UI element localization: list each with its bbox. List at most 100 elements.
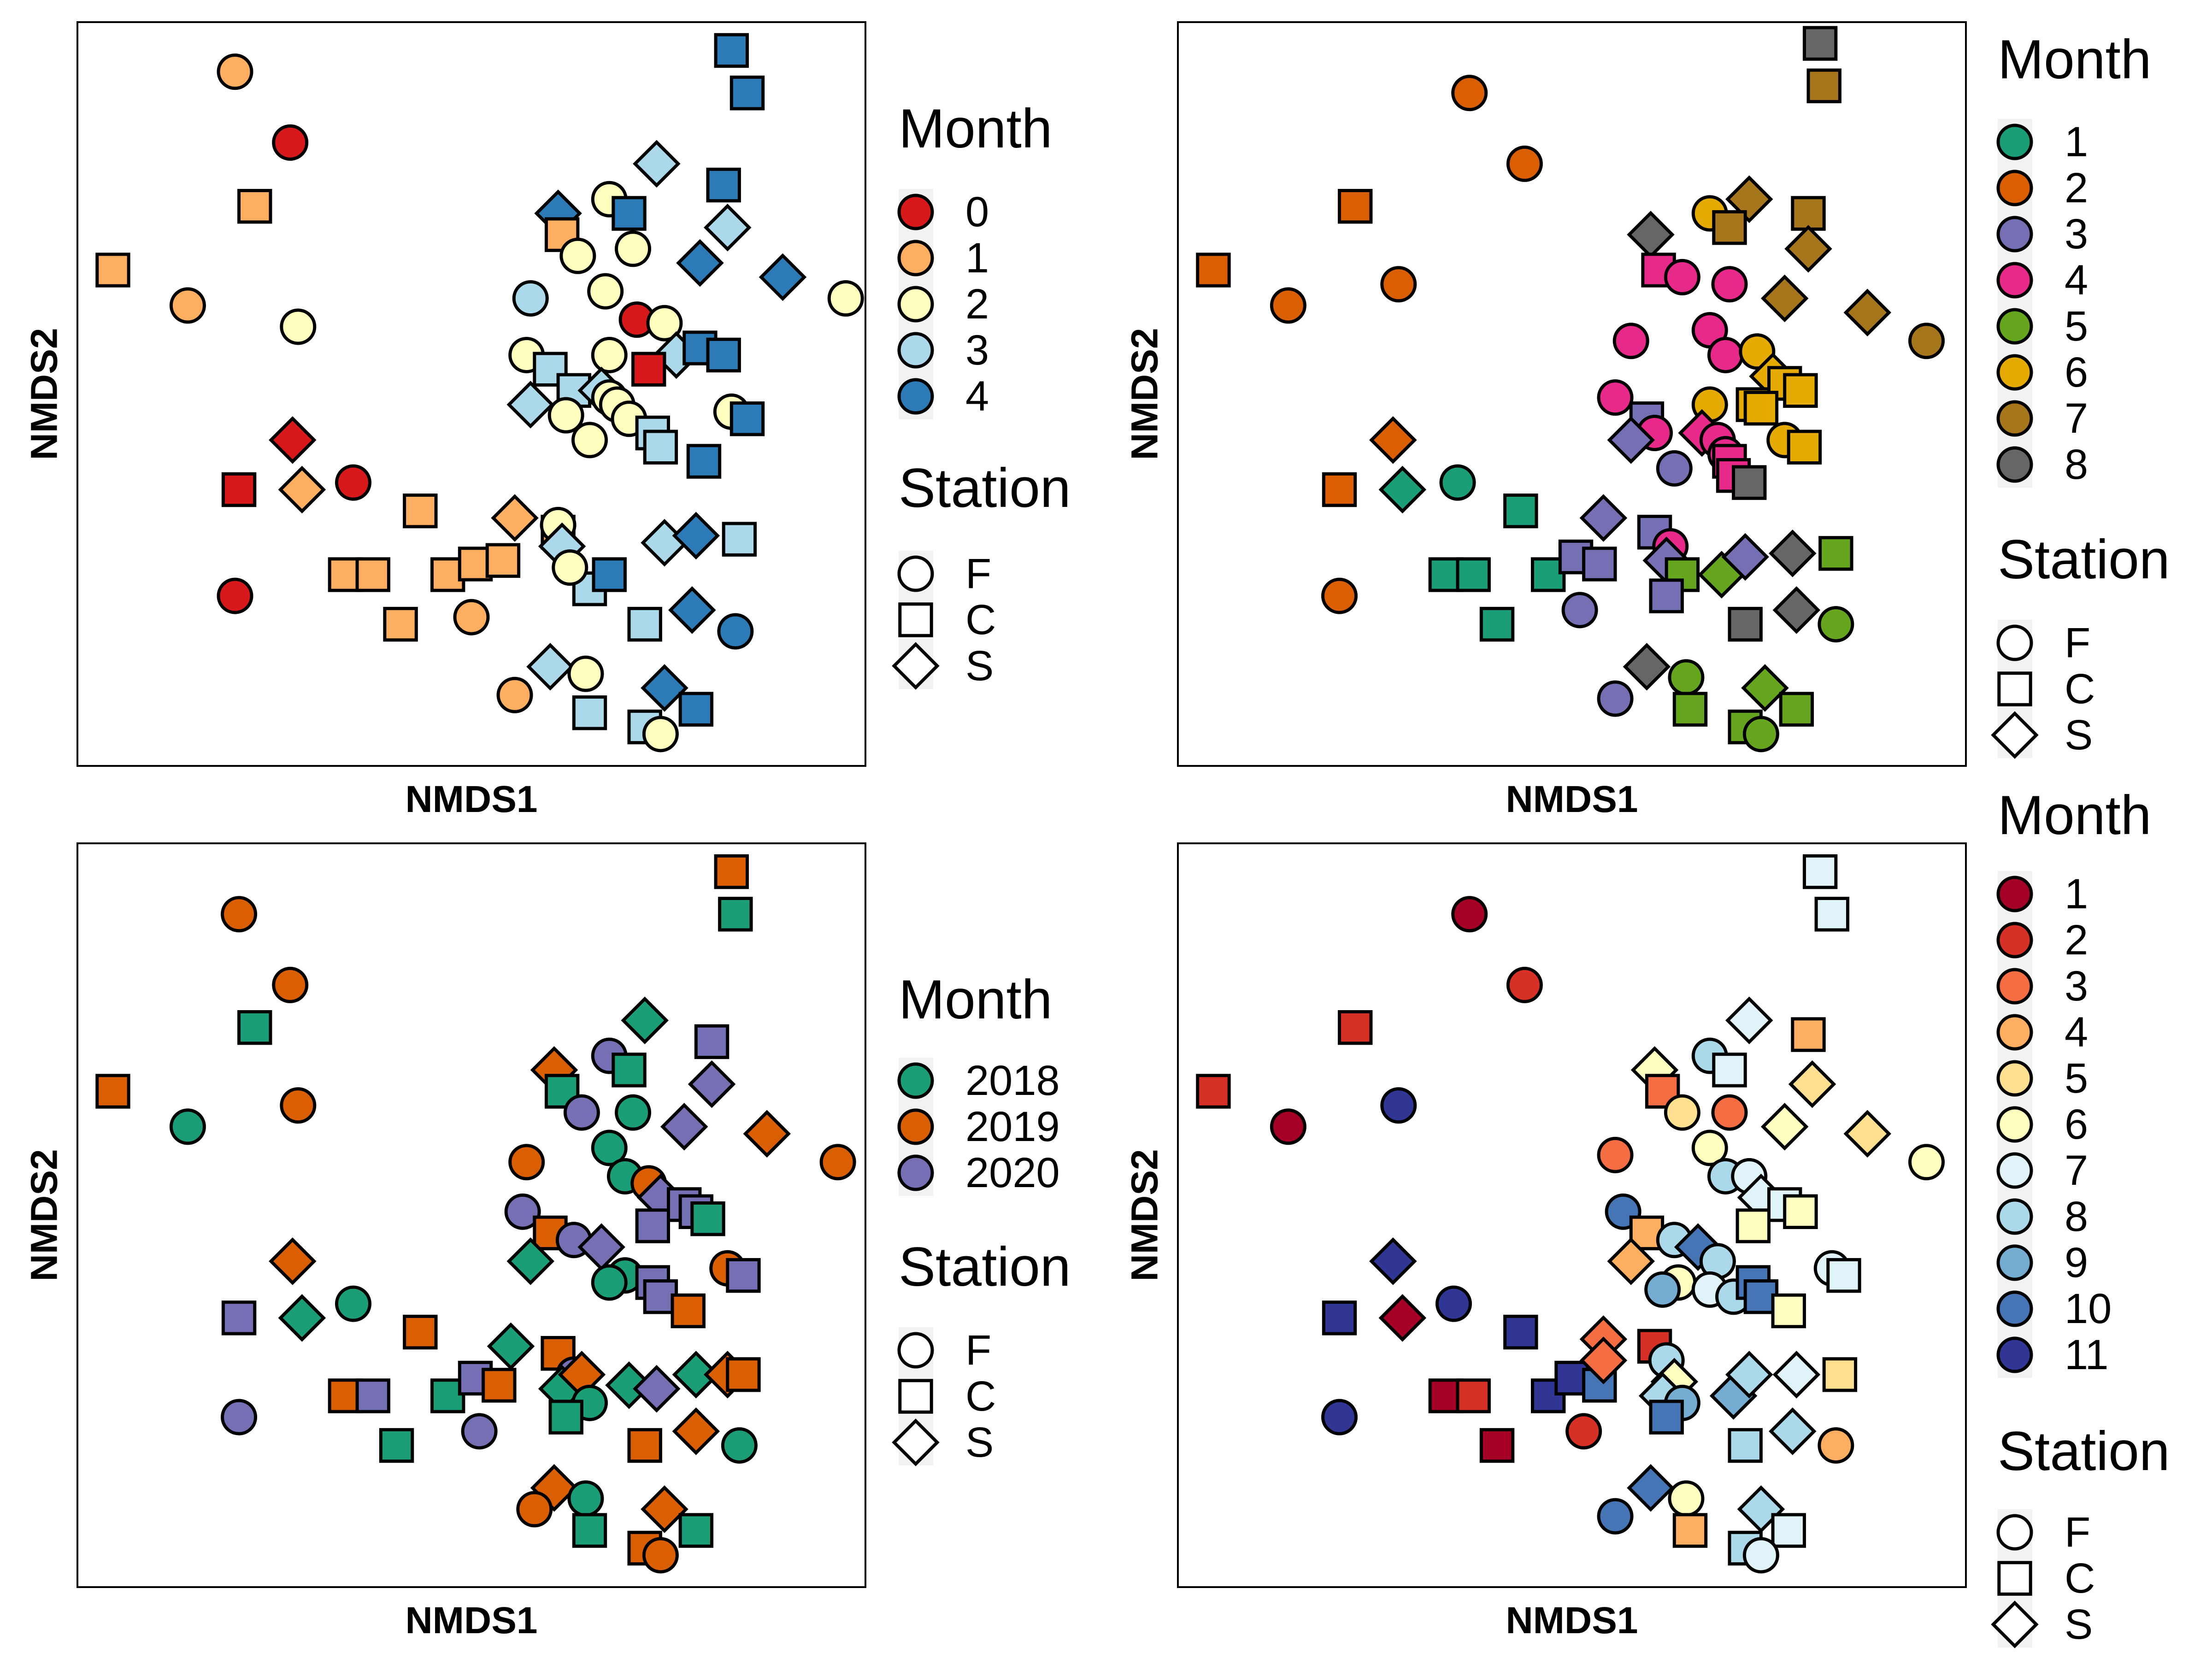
data-point — [1503, 1314, 1538, 1350]
data-point — [169, 287, 206, 324]
data-point — [1561, 592, 1598, 629]
data-points — [95, 854, 856, 1574]
data-point — [1712, 210, 1747, 245]
data-point — [572, 1513, 607, 1548]
shape-legend-entries: FCS — [1991, 619, 2095, 759]
legend-color-label: 3 — [2065, 963, 2088, 1010]
data-point — [221, 896, 258, 933]
data-point — [1725, 1351, 1773, 1399]
data-point — [1760, 1103, 1809, 1151]
legend-color-swatch — [897, 286, 934, 323]
data-point — [1597, 680, 1634, 717]
data-point — [1721, 533, 1769, 581]
legend-color-swatch — [897, 332, 934, 369]
data-point — [237, 188, 272, 224]
data-point — [690, 1201, 725, 1236]
data-point — [1579, 1336, 1628, 1384]
legend-color-swatch — [1996, 968, 2033, 1005]
legend-color-swatch — [897, 1154, 934, 1191]
data-point — [1772, 1351, 1821, 1399]
legend-shape-symbol — [898, 602, 933, 637]
data-point — [642, 716, 679, 753]
legend-color-swatch — [1996, 1244, 2033, 1281]
legend-color-swatch — [897, 240, 934, 276]
data-point — [272, 124, 309, 161]
legend-color-swatch — [1996, 1014, 2033, 1051]
data-point — [1627, 1464, 1675, 1512]
data-point — [1818, 1427, 1854, 1464]
shape-legend-title: Station — [899, 457, 1071, 519]
color-legend-title: Month — [1998, 29, 2152, 90]
data-point — [643, 429, 678, 465]
data-point — [1196, 253, 1231, 288]
data-point — [591, 336, 628, 373]
data-point — [1451, 75, 1488, 112]
legend-color-swatch — [1996, 1060, 2033, 1097]
legend-shape-label: S — [965, 642, 994, 689]
data-point — [641, 664, 688, 712]
legend-color-swatch — [1996, 308, 2033, 345]
data-point — [1270, 1108, 1306, 1145]
y-axis-title: NMDS2 — [1124, 328, 1166, 460]
legend-shape-label: F — [2065, 619, 2090, 666]
legend-color-label: 1 — [2065, 871, 2088, 918]
data-point — [552, 549, 588, 586]
data-point — [1321, 1399, 1358, 1435]
legend-shape-label: S — [965, 1419, 994, 1466]
data-point — [1791, 1017, 1826, 1052]
data-point — [1656, 450, 1693, 487]
data-point — [504, 1193, 541, 1230]
legend-color-swatch — [1996, 1290, 2033, 1327]
data-point — [572, 695, 607, 730]
legend-color-swatch — [1996, 446, 2033, 483]
legend-shape-label: C — [2065, 1555, 2095, 1602]
data-point — [633, 1365, 681, 1413]
data-point — [759, 253, 807, 301]
legend-color-label: 2020 — [965, 1149, 1060, 1196]
data-point — [688, 1060, 736, 1108]
legend-color-swatch — [897, 1062, 934, 1099]
legend-shape-label: S — [2065, 712, 2093, 759]
data-point — [1321, 577, 1358, 614]
data-point — [1378, 465, 1427, 514]
data-point — [704, 204, 752, 252]
data-point — [530, 1464, 578, 1512]
data-point — [1322, 1300, 1357, 1335]
data-point — [587, 273, 624, 310]
legend-color-swatch — [1996, 1152, 2033, 1189]
data-point — [621, 996, 669, 1045]
data-point — [1579, 494, 1628, 542]
data-point — [237, 1010, 272, 1045]
data-point — [335, 464, 371, 501]
legend-shape-symbol — [1991, 711, 2039, 759]
data-point — [1322, 472, 1357, 507]
data-point — [646, 305, 683, 341]
data-point — [722, 522, 757, 557]
data-point — [95, 253, 130, 288]
x-axis-title: NMDS1 — [1506, 1600, 1638, 1641]
data-point — [714, 854, 749, 889]
data-point — [1664, 1094, 1700, 1131]
data-point — [1338, 188, 1373, 224]
data-point — [1725, 175, 1773, 224]
legend-shape-symbol — [1996, 1514, 2033, 1551]
data-point — [672, 1351, 720, 1399]
y-axis-title: NMDS2 — [24, 1149, 65, 1281]
legend-color-swatch — [1996, 1106, 2033, 1143]
data-point — [379, 1428, 414, 1463]
data-point — [1814, 897, 1850, 932]
data-point — [729, 401, 765, 436]
data-point — [221, 1399, 258, 1435]
data-point — [1435, 1285, 1472, 1322]
data-point — [506, 1237, 554, 1285]
data-point — [1270, 287, 1306, 324]
shape-legend-title: Station — [1998, 529, 2170, 590]
data-point — [269, 1237, 317, 1285]
legend-shape-label: F — [2065, 1509, 2090, 1556]
data-point — [487, 1322, 535, 1371]
legend-color-label: 11 — [2065, 1331, 2109, 1378]
